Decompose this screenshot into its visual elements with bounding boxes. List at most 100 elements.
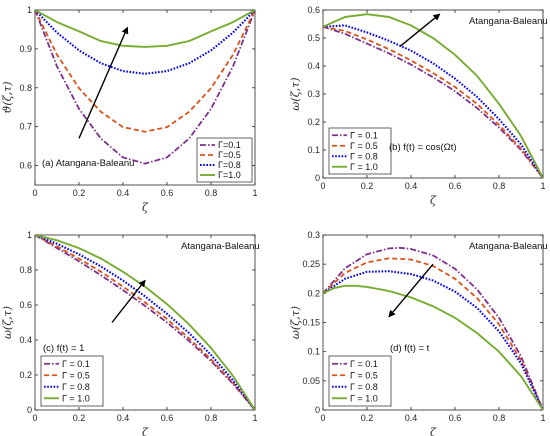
y-tick-label: 0 (315, 405, 320, 415)
y-tick-label: 0.3 (307, 230, 320, 240)
trend-arrow (78, 26, 129, 139)
chart-panel-3: 0 0.2 0.4 0.6 0.8 1 0 0.2 0.4 0.6 0.8 1 ζ ω(ζ,τ) Atang… (1, 230, 260, 436)
legend: Γ = 0.1Γ = 0.5 Γ = 0.8Γ = 1.0 (40, 355, 104, 407)
series-line-3 (35, 235, 255, 410)
series-line-2 (35, 235, 255, 410)
x-tick-label: 0.8 (205, 188, 218, 198)
series-line-2 (323, 25, 543, 178)
y-tick-label: 0.7 (19, 122, 32, 132)
y-tick-label: 0 (315, 173, 320, 183)
y-tick-label: 0.6 (307, 5, 320, 15)
series-line-2 (323, 257, 543, 410)
y-tick-label: 0.5 (307, 33, 320, 43)
x-tick-label: 0.2 (73, 188, 86, 198)
y-tick-label: 0.9 (19, 44, 32, 54)
legend: Γ = 0.1Γ = 0.5 Γ = 0.8Γ = 1.0 (328, 355, 392, 407)
x-tick-label: 0 (320, 413, 325, 423)
y-tick-label: 1 (27, 230, 32, 240)
x-tick-label: 0 (320, 181, 325, 191)
x-axis-label: ζ (430, 194, 437, 207)
y-tick-label: 0.6 (19, 161, 32, 171)
panel-label: (d) f(t) = t (390, 343, 430, 354)
x-tick-label: 0.6 (449, 181, 462, 191)
series-line-1 (35, 235, 255, 410)
y-axis-label: ω(ζ,τ) (289, 306, 302, 339)
x-tick-label: 0.6 (449, 413, 462, 423)
y-tick-label: 0.4 (307, 61, 320, 71)
x-tick-label: 0.4 (405, 413, 418, 423)
y-tick-label: 0.25 (302, 259, 320, 269)
x-axis-label: ζ (142, 201, 149, 214)
x-tick-label: 1 (252, 413, 257, 423)
panel-title: Atangana-Baleanu (469, 16, 548, 27)
x-tick-label: 0.6 (161, 413, 174, 423)
y-axis-label: ϑ(ζ,τ) (1, 82, 14, 114)
trend-arrow (111, 279, 146, 323)
legend: Γ = 0.1Γ = 0.5Γ = 0.8Γ = 1.0 (328, 127, 392, 175)
series-line-1 (323, 246, 543, 410)
legend-label: Γ = 0.8 (62, 382, 90, 392)
y-tick-label: 0.6 (19, 300, 32, 310)
y-axis-label: ω(ζ,τ) (289, 77, 302, 110)
legend-label: Γ = 0.8 (350, 151, 378, 161)
legend-label: Γ=0.5 (218, 150, 241, 160)
panel-label: (c) f(t) = 1 (43, 343, 84, 354)
series-line-3 (323, 270, 543, 410)
y-tick-label: 0 (27, 405, 32, 415)
x-tick-label: 1 (540, 413, 545, 423)
y-tick-label: 0.1 (307, 145, 320, 155)
y-tick-label: 0.8 (19, 265, 32, 275)
y-tick-label: 0.3 (307, 89, 320, 99)
panel-label: (b) f(t) = cos(Ωt) (389, 142, 457, 153)
legend-label: Γ = 0.1 (350, 359, 378, 369)
x-tick-label: 0.6 (161, 188, 174, 198)
series-line-3 (35, 10, 255, 75)
x-tick-label: 0 (32, 188, 37, 198)
legend-label: Γ = 0.5 (62, 370, 90, 380)
legend-label: Γ = 0.8 (350, 382, 378, 392)
x-axis-label: ζ (430, 426, 437, 436)
y-tick-label: 0.4 (19, 335, 32, 345)
series-group (35, 235, 255, 410)
x-tick-label: 0.8 (493, 413, 506, 423)
legend-label: Γ=0.1 (218, 140, 241, 150)
y-tick-label: 0.05 (302, 376, 320, 386)
x-tick-label: 0.8 (205, 413, 218, 423)
panel-label: (a) Atangana-Baleanu (42, 158, 134, 169)
y-tick-label: 1 (27, 5, 32, 15)
series-line-4 (35, 10, 255, 48)
x-tick-label: 0.4 (117, 413, 130, 423)
y-tick-label: 0.15 (302, 318, 320, 328)
x-axis-label: ζ (142, 426, 149, 436)
series-group (323, 13, 543, 178)
panel-title: Atangana-Baleanu (469, 241, 548, 252)
legend-label: Γ = 0.5 (350, 141, 378, 151)
legend-label: Γ = 0.1 (350, 130, 378, 140)
legend: Γ=0.1Γ=0.5Γ=0.8Γ=1.0 (196, 137, 253, 183)
chart-panel-4: 0 0.2 0.4 0.6 0.8 1 0 0.05 0.1 0.15 0.2 0.25 0.3 ζ ω(ζ… (289, 230, 548, 436)
series-line-4 (323, 13, 543, 178)
series-group (35, 10, 255, 165)
legend-label: Γ = 0.1 (62, 359, 90, 369)
legend-label: Γ = 1.0 (350, 393, 378, 403)
series-group (323, 246, 543, 410)
chart-panel-1: 0 0.2 0.4 0.6 0.8 10.60.70.80.91ζϑ(ζ,τ)Γ=0.1Γ… (1, 5, 258, 214)
trend-arrow (388, 263, 434, 318)
x-tick-label: 0 (32, 413, 37, 423)
y-tick-label: 0.8 (19, 83, 32, 93)
trend-arrow (399, 13, 441, 47)
legend-label: Γ = 1.0 (62, 393, 90, 403)
x-tick-label: 0.2 (361, 181, 374, 191)
series-line-2 (35, 10, 255, 133)
y-tick-label: 0.2 (307, 117, 320, 127)
x-tick-label: 1 (540, 181, 545, 191)
x-tick-label: 0.2 (361, 413, 374, 423)
y-tick-label: 0.1 (307, 347, 320, 357)
legend-label: Γ = 0.5 (350, 370, 378, 380)
legend-label: Γ = 1.0 (350, 162, 378, 172)
series-line-1 (35, 10, 255, 165)
x-tick-label: 0.2 (73, 413, 86, 423)
legend-label: Γ=0.8 (218, 160, 241, 170)
x-tick-label: 0.4 (405, 181, 418, 191)
